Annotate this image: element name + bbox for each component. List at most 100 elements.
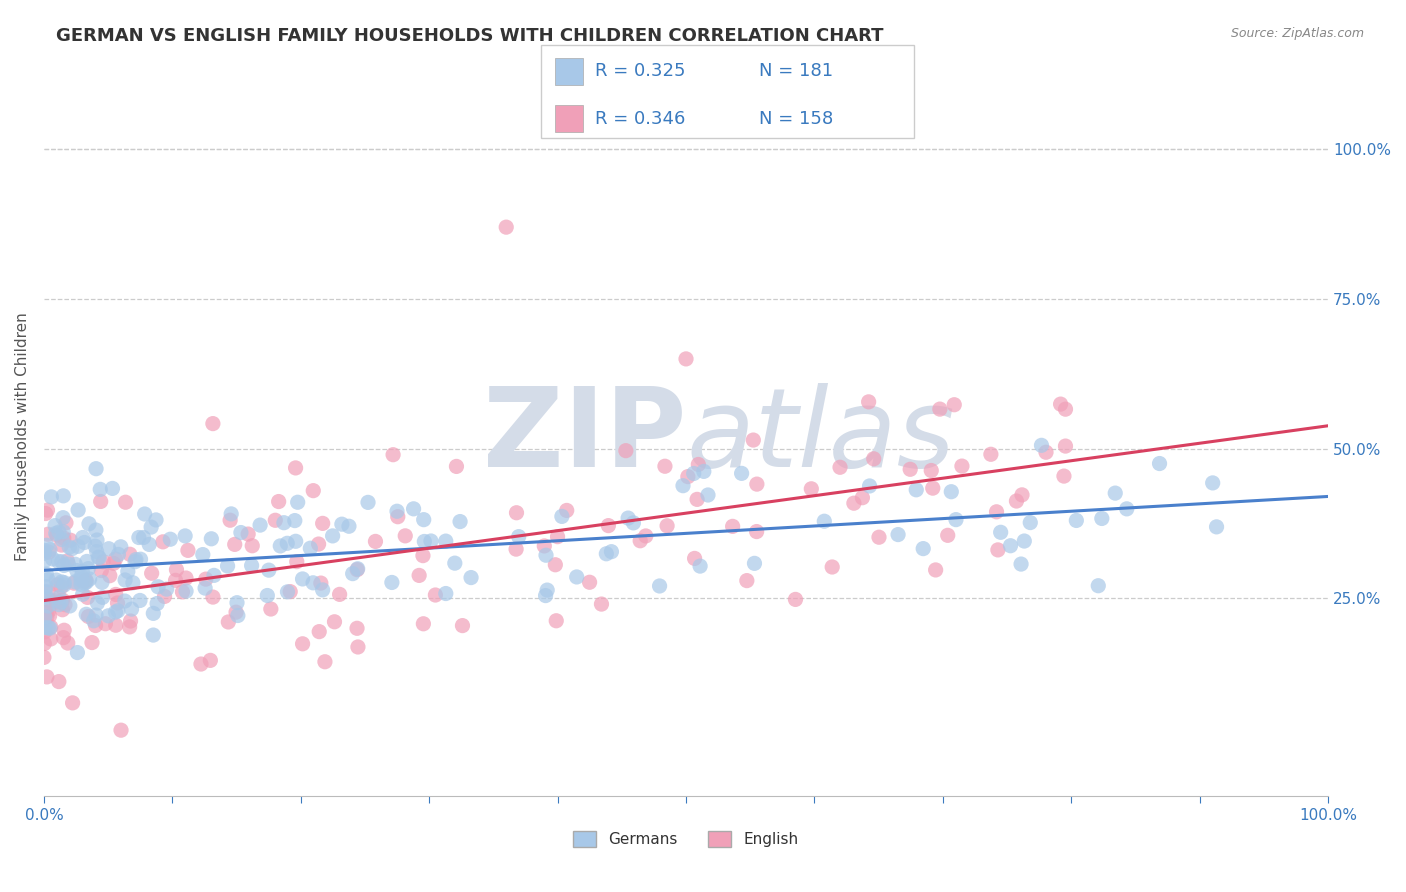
Point [1053,469,1076,483]
Point [887,527,910,541]
Point [285,555,308,569]
Point [308,537,330,551]
Point [63,576,86,591]
Point [156,582,179,596]
Point [688,458,710,472]
Point [676,469,699,483]
Point [152,534,174,549]
Point [828,460,851,475]
Point [534,548,557,562]
Point [402,501,425,516]
Point [347,640,370,654]
Point [342,566,364,581]
Point [165,574,187,588]
Point [114,495,136,509]
Point [39,621,62,635]
Point [329,587,352,601]
Point [70,573,93,587]
Point [1035,445,1057,459]
Point [45,593,67,607]
Point [921,481,943,495]
Point [37,573,59,587]
Point [34,624,56,639]
Point [107,596,129,610]
Point [37,584,59,599]
Point [941,484,963,499]
Point [45,528,67,542]
Point [51,593,73,607]
Point [269,539,291,553]
Point [35,580,58,594]
Point [122,575,145,590]
Point [382,448,405,462]
Point [1149,457,1171,471]
Point [219,513,242,527]
Point [35,538,58,552]
Point [32,543,55,558]
Point [267,494,290,508]
Point [72,531,94,545]
Point [425,588,447,602]
Point [76,554,98,568]
Point [104,587,127,601]
Point [311,582,333,597]
Point [37,621,59,635]
Point [117,565,139,579]
Point [672,478,695,492]
Point [124,555,146,569]
Point [34,636,56,650]
Point [273,516,295,530]
Point [172,585,194,599]
Point [146,580,169,594]
Point [1010,557,1032,571]
Point [52,510,75,524]
Point [614,443,637,458]
Point [322,529,344,543]
Point [980,447,1002,461]
Point [257,563,280,577]
Point [174,529,197,543]
Point [66,646,89,660]
Point [276,536,298,550]
Point [101,482,124,496]
Point [91,555,114,569]
Point [35,567,58,582]
Point [39,620,62,634]
Point [114,573,136,587]
Point [110,723,132,738]
Point [451,618,474,632]
Point [742,433,765,447]
Point [385,504,408,518]
Point [987,542,1010,557]
Point [1202,475,1225,490]
Point [693,464,716,478]
Point [174,571,197,585]
Point [118,547,141,561]
Point [276,585,298,599]
Point [226,608,249,623]
Point [53,558,76,573]
Point [735,574,758,588]
Point [868,530,890,544]
Point [166,563,188,577]
Point [533,539,555,553]
Point [177,543,200,558]
Point [1011,488,1033,502]
Point [346,621,368,635]
Point [70,569,93,583]
Point [200,532,222,546]
Point [56,554,79,568]
Point [950,459,973,474]
Point [224,537,246,551]
Point [190,657,212,671]
Point [35,670,58,684]
Point [308,624,330,639]
Point [449,515,471,529]
Point [56,636,79,650]
Point [240,558,263,573]
Point [32,650,55,665]
Point [104,605,127,619]
Point [37,527,59,541]
Point [73,574,96,589]
Point [565,570,588,584]
